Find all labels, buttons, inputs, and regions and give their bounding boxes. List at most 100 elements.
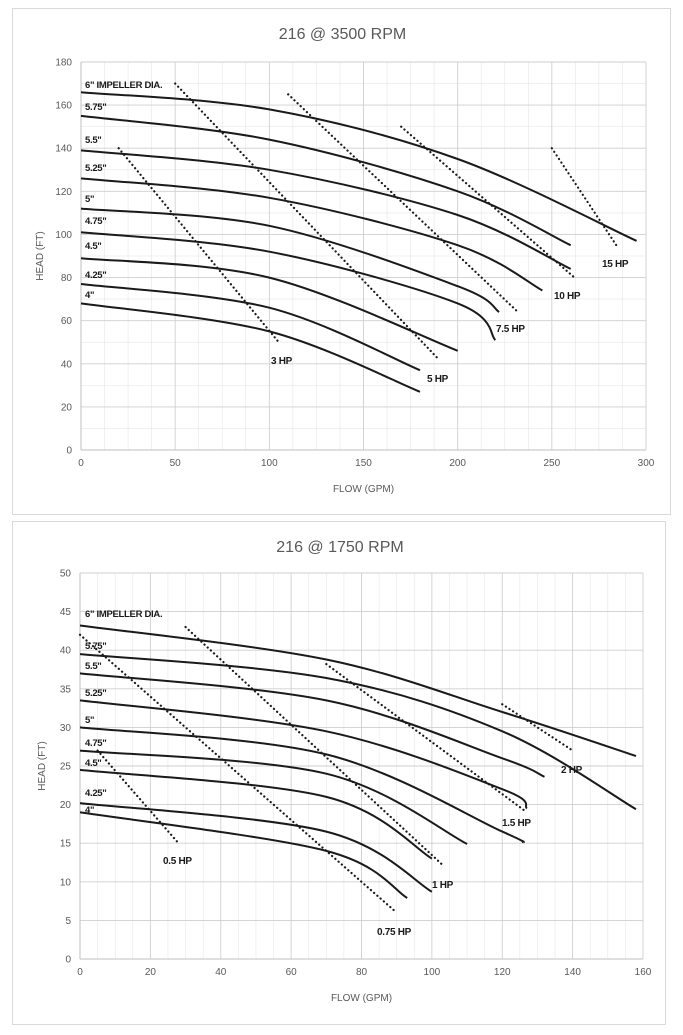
hp-line-0p75-hp — [78, 633, 398, 914]
x-tick-label: 150 — [355, 458, 372, 469]
x-tick-label: 80 — [356, 967, 368, 978]
curve-label-5in: 5" — [85, 715, 94, 726]
hp-line-1p5-hp — [325, 662, 528, 814]
curve-label-4p5in: 4.5" — [85, 758, 102, 769]
impeller-curve-5p25in — [79, 699, 528, 810]
curve-label-4p5in: 4.5" — [85, 241, 102, 252]
chart-title: 216 @ 1750 RPM — [276, 539, 403, 556]
impeller-curve-5p25in — [80, 177, 543, 292]
impeller-curve-4p75in — [79, 749, 468, 845]
hp-label-2-hp: 2 HP — [561, 765, 583, 776]
hp-line-1-hp — [184, 625, 444, 866]
x-tick-label: 0 — [78, 458, 84, 469]
curve-label-5p75in: 5.75" — [85, 641, 107, 652]
curve-label-5p5in: 5.5" — [85, 135, 102, 146]
impeller-curve-6in-impeller-diap — [80, 91, 638, 242]
curve-label-5in: 5" — [85, 194, 94, 205]
hp-label-0p5-hp: 0.5 HP — [163, 856, 192, 867]
y-axis-label: HEAD (FT) — [37, 741, 48, 790]
hp-line-2-hp — [501, 703, 574, 752]
x-tick-label: 140 — [564, 967, 581, 978]
impeller-curve-5p75in — [79, 653, 637, 811]
chart-1750rpm: 216 @ 1750 RPM 0 20 40 60 80 100 120 140 160 0 5 10 1… — [37, 539, 652, 1004]
curve-label-4in: 4" — [85, 290, 94, 301]
y-tick-label: 45 — [60, 607, 72, 618]
curve-label-5p25in: 5.25" — [85, 163, 107, 174]
curve-label-5p5in: 5.5" — [85, 661, 102, 672]
hp-label-15-hp: 15 HP — [602, 259, 629, 270]
impeller-curve-4p75in — [80, 231, 497, 341]
curve-label-4p75in: 4.75" — [85, 738, 107, 749]
impeller-curve-4p5in — [80, 257, 459, 352]
impeller-curve-4p25in — [79, 802, 433, 893]
impeller-curve-4p5in — [79, 768, 433, 860]
x-tick-label: 100 — [261, 458, 278, 469]
hp-line-10-hp — [400, 125, 576, 279]
hp-label-1p5-hp: 1.5 HP — [502, 818, 531, 829]
curve-label-4p25in: 4.25" — [85, 788, 107, 799]
y-tick-label: 50 — [60, 569, 72, 580]
hp-label-5-hp: 5 HP — [427, 374, 449, 385]
x-tick-label: 100 — [424, 967, 441, 978]
curve-label-6in-impeller-diap: 6" IMPELLER DIA. — [85, 609, 162, 620]
hp-label-10-hp: 10 HP — [554, 291, 581, 302]
y-tick-label: 60 — [61, 316, 73, 327]
x-tick-label: 120 — [494, 967, 511, 978]
curve-label-5p75in: 5.75" — [85, 102, 107, 113]
x-tick-label: 300 — [638, 458, 655, 469]
hp-label-7p5-hp: 7.5 HP — [496, 324, 525, 335]
curve-label-4p75in: 4.75" — [85, 216, 107, 227]
y-tick-label: 20 — [60, 800, 72, 811]
y-tick-label: 30 — [60, 723, 72, 734]
y-tick-label: 10 — [60, 877, 72, 888]
x-tick-label: 250 — [543, 458, 560, 469]
hp-label-3-hp: 3 HP — [271, 356, 293, 367]
impeller-curve-6in-impeller-diap — [79, 624, 637, 757]
y-tick-label: 40 — [60, 646, 72, 657]
y-tick-label: 25 — [60, 762, 72, 773]
hp-line-7p5-hp — [287, 93, 520, 314]
hp-line-5-hp — [174, 82, 440, 361]
impeller-curve-4p25in — [80, 283, 421, 372]
impeller-curve-5p5in — [80, 149, 572, 270]
y-tick-label: 40 — [61, 359, 73, 370]
y-tick-label: 120 — [55, 187, 72, 198]
y-tick-label: 140 — [55, 144, 72, 155]
hp-line-15-hp — [550, 147, 619, 249]
y-tick-label: 35 — [60, 684, 72, 695]
impeller-curve-4in — [80, 302, 421, 393]
curve-label-5p25in: 5.25" — [85, 688, 107, 699]
hp-label-0p75-hp: 0.75 HP — [377, 927, 412, 938]
x-tick-label: 60 — [286, 967, 298, 978]
x-tick-label: 0 — [77, 967, 83, 978]
y-tick-label: 20 — [61, 402, 73, 413]
hp-line-0p5-hp — [96, 749, 180, 845]
y-tick-label: 180 — [55, 58, 72, 69]
y-tick-label: 0 — [66, 446, 72, 457]
y-tick-label: 160 — [55, 101, 72, 112]
impeller-curve-5in — [80, 207, 500, 313]
chart-panel-1750rpm: 216 @ 1750 RPM 0 20 40 60 80 100 120 140 160 0 5 10 1… — [12, 521, 666, 1025]
x-tick-label: 160 — [635, 967, 652, 978]
x-tick-label: 20 — [145, 967, 157, 978]
y-axis-label: HEAD (FT) — [35, 231, 46, 280]
hp-label-1-hp: 1 HP — [432, 880, 454, 891]
x-axis-label: FLOW (GPM) — [331, 993, 392, 1004]
x-tick-label: 200 — [449, 458, 466, 469]
y-tick-label: 100 — [55, 230, 72, 241]
y-tick-label: 15 — [60, 839, 72, 850]
impeller-curve-5in — [79, 726, 525, 844]
x-tick-label: 40 — [215, 967, 227, 978]
curve-label-4p25in: 4.25" — [85, 270, 107, 281]
chart-title: 216 @ 3500 RPM — [279, 26, 406, 43]
impeller-curve-5p5in — [79, 672, 545, 778]
x-tick-label: 50 — [170, 458, 182, 469]
y-tick-label: 80 — [61, 273, 73, 284]
impeller-curve-5p75in — [80, 114, 572, 247]
chart-3500rpm: 216 @ 3500 RPM 0 50 100 150 200 250 300 0 20 40 60 8… — [35, 26, 655, 495]
y-tick-label: 0 — [65, 955, 71, 966]
impeller-curve-4in — [79, 811, 408, 899]
x-axis-label: FLOW (GPM) — [333, 484, 394, 495]
curve-label-4in: 4" — [85, 805, 94, 816]
chart-panel-3500rpm: 216 @ 3500 RPM 0 50 100 150 200 250 300 0 20 40 60 8… — [12, 8, 671, 515]
